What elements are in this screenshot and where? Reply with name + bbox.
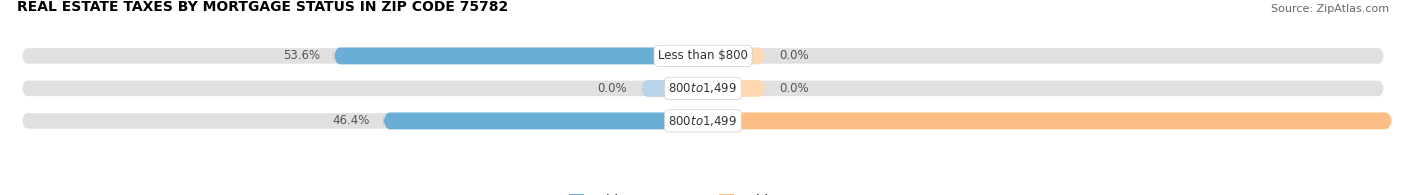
FancyBboxPatch shape [21, 113, 1385, 129]
FancyBboxPatch shape [384, 113, 703, 129]
FancyBboxPatch shape [703, 113, 1392, 129]
Text: 0.0%: 0.0% [598, 82, 627, 95]
Text: $800 to $1,499: $800 to $1,499 [668, 114, 738, 128]
FancyBboxPatch shape [703, 47, 765, 64]
FancyBboxPatch shape [21, 47, 1385, 64]
Text: 46.4%: 46.4% [332, 114, 370, 127]
Text: 53.6%: 53.6% [283, 49, 321, 62]
FancyBboxPatch shape [703, 80, 765, 97]
Text: 0.0%: 0.0% [779, 82, 808, 95]
Text: REAL ESTATE TAXES BY MORTGAGE STATUS IN ZIP CODE 75782: REAL ESTATE TAXES BY MORTGAGE STATUS IN … [17, 0, 508, 14]
Text: $800 to $1,499: $800 to $1,499 [668, 81, 738, 95]
FancyBboxPatch shape [333, 47, 703, 64]
FancyBboxPatch shape [21, 80, 1385, 97]
Text: Less than $800: Less than $800 [658, 49, 748, 62]
FancyBboxPatch shape [641, 80, 703, 97]
Text: 0.0%: 0.0% [779, 49, 808, 62]
Text: Source: ZipAtlas.com: Source: ZipAtlas.com [1271, 4, 1389, 14]
Legend: Without Mortgage, With Mortgage: Without Mortgage, With Mortgage [569, 194, 837, 195]
